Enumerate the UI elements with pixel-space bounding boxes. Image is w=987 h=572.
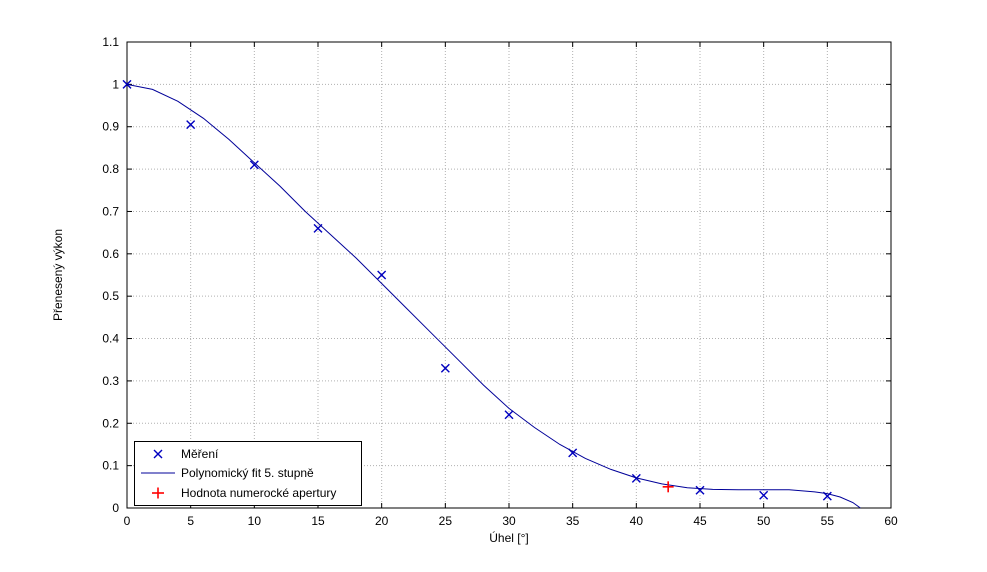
data-marker-x <box>186 120 196 130</box>
x-tick-label: 55 <box>821 514 835 528</box>
x-tick-label: 20 <box>375 514 389 528</box>
y-tick-label: 0.9 <box>102 120 119 134</box>
y-tick-label: 0.8 <box>102 162 119 176</box>
x-tick-label: 45 <box>693 514 707 528</box>
x-tick-label: 30 <box>502 514 516 528</box>
data-marker-x <box>377 270 387 280</box>
legend-label-fit: Polynomický fit 5. stupně <box>181 466 314 481</box>
data-marker-x <box>249 160 259 170</box>
x-tick-label: 25 <box>439 514 453 528</box>
y-tick-label: 0.3 <box>102 374 119 388</box>
x-tick-label: 10 <box>248 514 262 528</box>
data-marker-x <box>822 491 832 501</box>
x-tick-label: 15 <box>311 514 325 528</box>
data-marker-x <box>440 363 450 373</box>
data-marker-x <box>759 490 769 500</box>
x-marker-icon <box>135 448 181 460</box>
y-tick-label: 0.7 <box>102 204 119 218</box>
plus-marker-icon <box>135 487 181 499</box>
data-marker-x <box>695 485 705 495</box>
x-tick-label: 35 <box>566 514 580 528</box>
x-tick-label: 5 <box>187 514 194 528</box>
legend-label-aperture: Hodnota numerocké apertury <box>181 486 337 501</box>
y-axis-label: Přenesený výkon <box>51 229 65 321</box>
x-tick-label: 50 <box>757 514 771 528</box>
legend: Měření Polynomický fit 5. stupně Hodnota… <box>134 441 362 506</box>
y-tick-label: 1.1 <box>102 35 119 49</box>
legend-item-fit: Polynomický fit 5. stupně <box>135 464 361 483</box>
x-axis-label: Úhel [°] <box>489 530 528 545</box>
data-marker-x <box>568 448 578 458</box>
data-marker-x <box>122 79 132 89</box>
y-tick-label: 0.5 <box>102 289 119 303</box>
legend-item-aperture: Hodnota numerocké apertury <box>135 484 361 503</box>
y-tick-label: 1 <box>112 77 119 91</box>
y-tick-label: 0 <box>112 501 119 515</box>
line-sample-icon <box>135 467 181 479</box>
data-marker-x <box>504 410 514 420</box>
legend-label-measurement: Měření <box>181 446 219 461</box>
x-tick-label: 40 <box>630 514 644 528</box>
fit-line <box>126 83 861 509</box>
y-tick-label: 0.2 <box>102 416 119 430</box>
legend-item-measurement: Měření <box>135 444 361 463</box>
y-tick-label: 0.1 <box>102 459 119 473</box>
y-tick-label: 0.6 <box>102 247 119 261</box>
y-tick-label: 0.4 <box>102 332 119 346</box>
x-tick-label: 0 <box>124 514 131 528</box>
x-tick-label: 60 <box>884 514 898 528</box>
